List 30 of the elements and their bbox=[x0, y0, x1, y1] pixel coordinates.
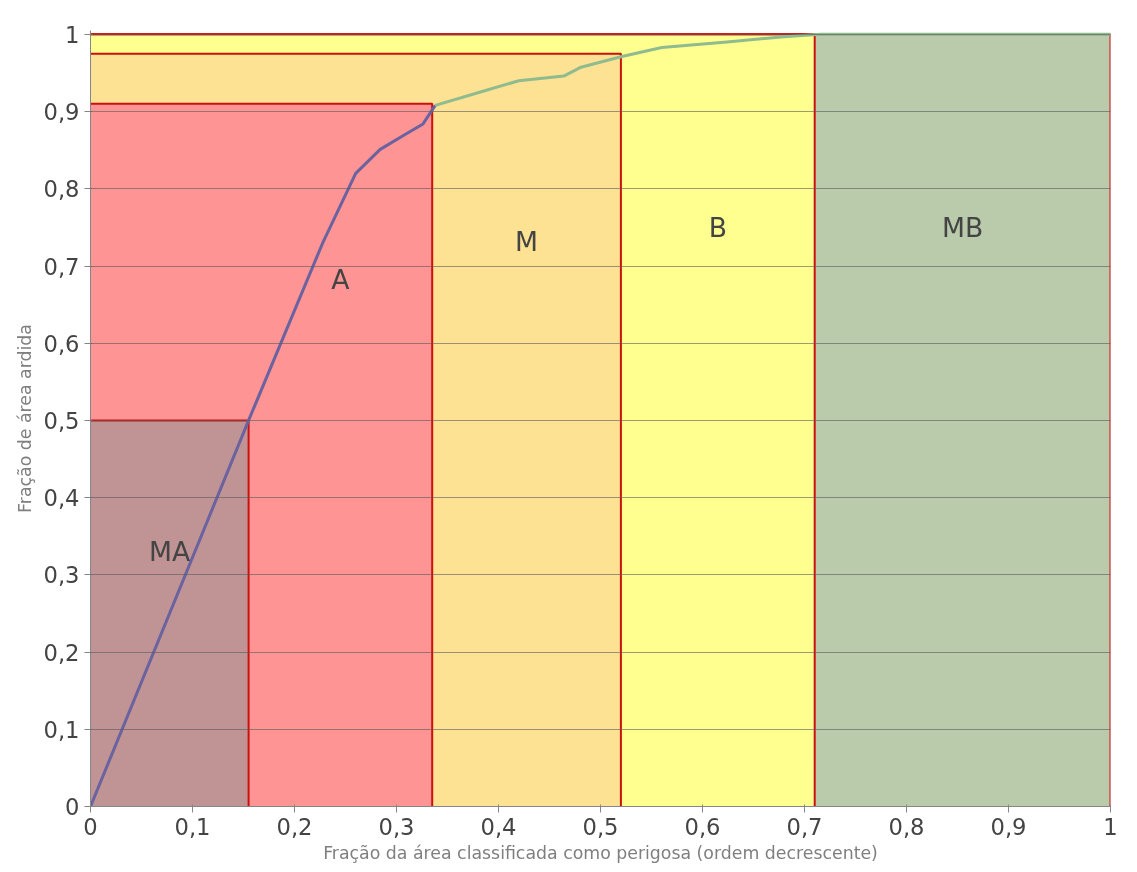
y-tick-label: 0,7 bbox=[43, 253, 80, 280]
y-tick-label: 0,3 bbox=[43, 562, 80, 589]
y-tick-label: 0,2 bbox=[43, 639, 80, 666]
y-tick-label: 0 bbox=[65, 794, 80, 820]
y-tick-label: 0,1 bbox=[43, 716, 80, 743]
x-tick-label: 0,6 bbox=[684, 813, 721, 840]
x-tick-label: 0,5 bbox=[582, 813, 619, 840]
series-label: M bbox=[515, 226, 539, 258]
series-label: MB bbox=[941, 211, 984, 243]
y-tick-label: 1 bbox=[65, 21, 80, 48]
y-tick-label: 0,9 bbox=[43, 99, 80, 126]
x-tick-label: 0,8 bbox=[888, 813, 925, 840]
x-tick-label: 0,2 bbox=[276, 813, 313, 840]
x-tick-label: 0,1 bbox=[174, 813, 211, 840]
x-axis-title: Fração da área classificada como perigosa (ordem decrescente) bbox=[323, 842, 878, 863]
y-tick-label: 0,6 bbox=[43, 330, 80, 357]
y-tick-label: 0,8 bbox=[43, 176, 80, 203]
x-tick-label: 1 bbox=[1103, 813, 1118, 840]
series-label: MA bbox=[148, 536, 191, 568]
x-tick-label: 0 bbox=[83, 813, 98, 840]
x-tick-label: 0,3 bbox=[378, 813, 415, 840]
x-tick-label: 0,7 bbox=[786, 813, 823, 840]
y-tick-label: 0,5 bbox=[43, 407, 80, 434]
y-tick-label: 0,4 bbox=[43, 485, 80, 512]
line-series bbox=[433, 32, 1111, 107]
y-axis-title: Fração de área ardida bbox=[15, 324, 36, 513]
x-tick-label: 0,9 bbox=[990, 813, 1027, 840]
series-label: B bbox=[708, 211, 727, 243]
series-label: A bbox=[331, 264, 351, 296]
x-tick-label: 0,4 bbox=[480, 813, 517, 840]
